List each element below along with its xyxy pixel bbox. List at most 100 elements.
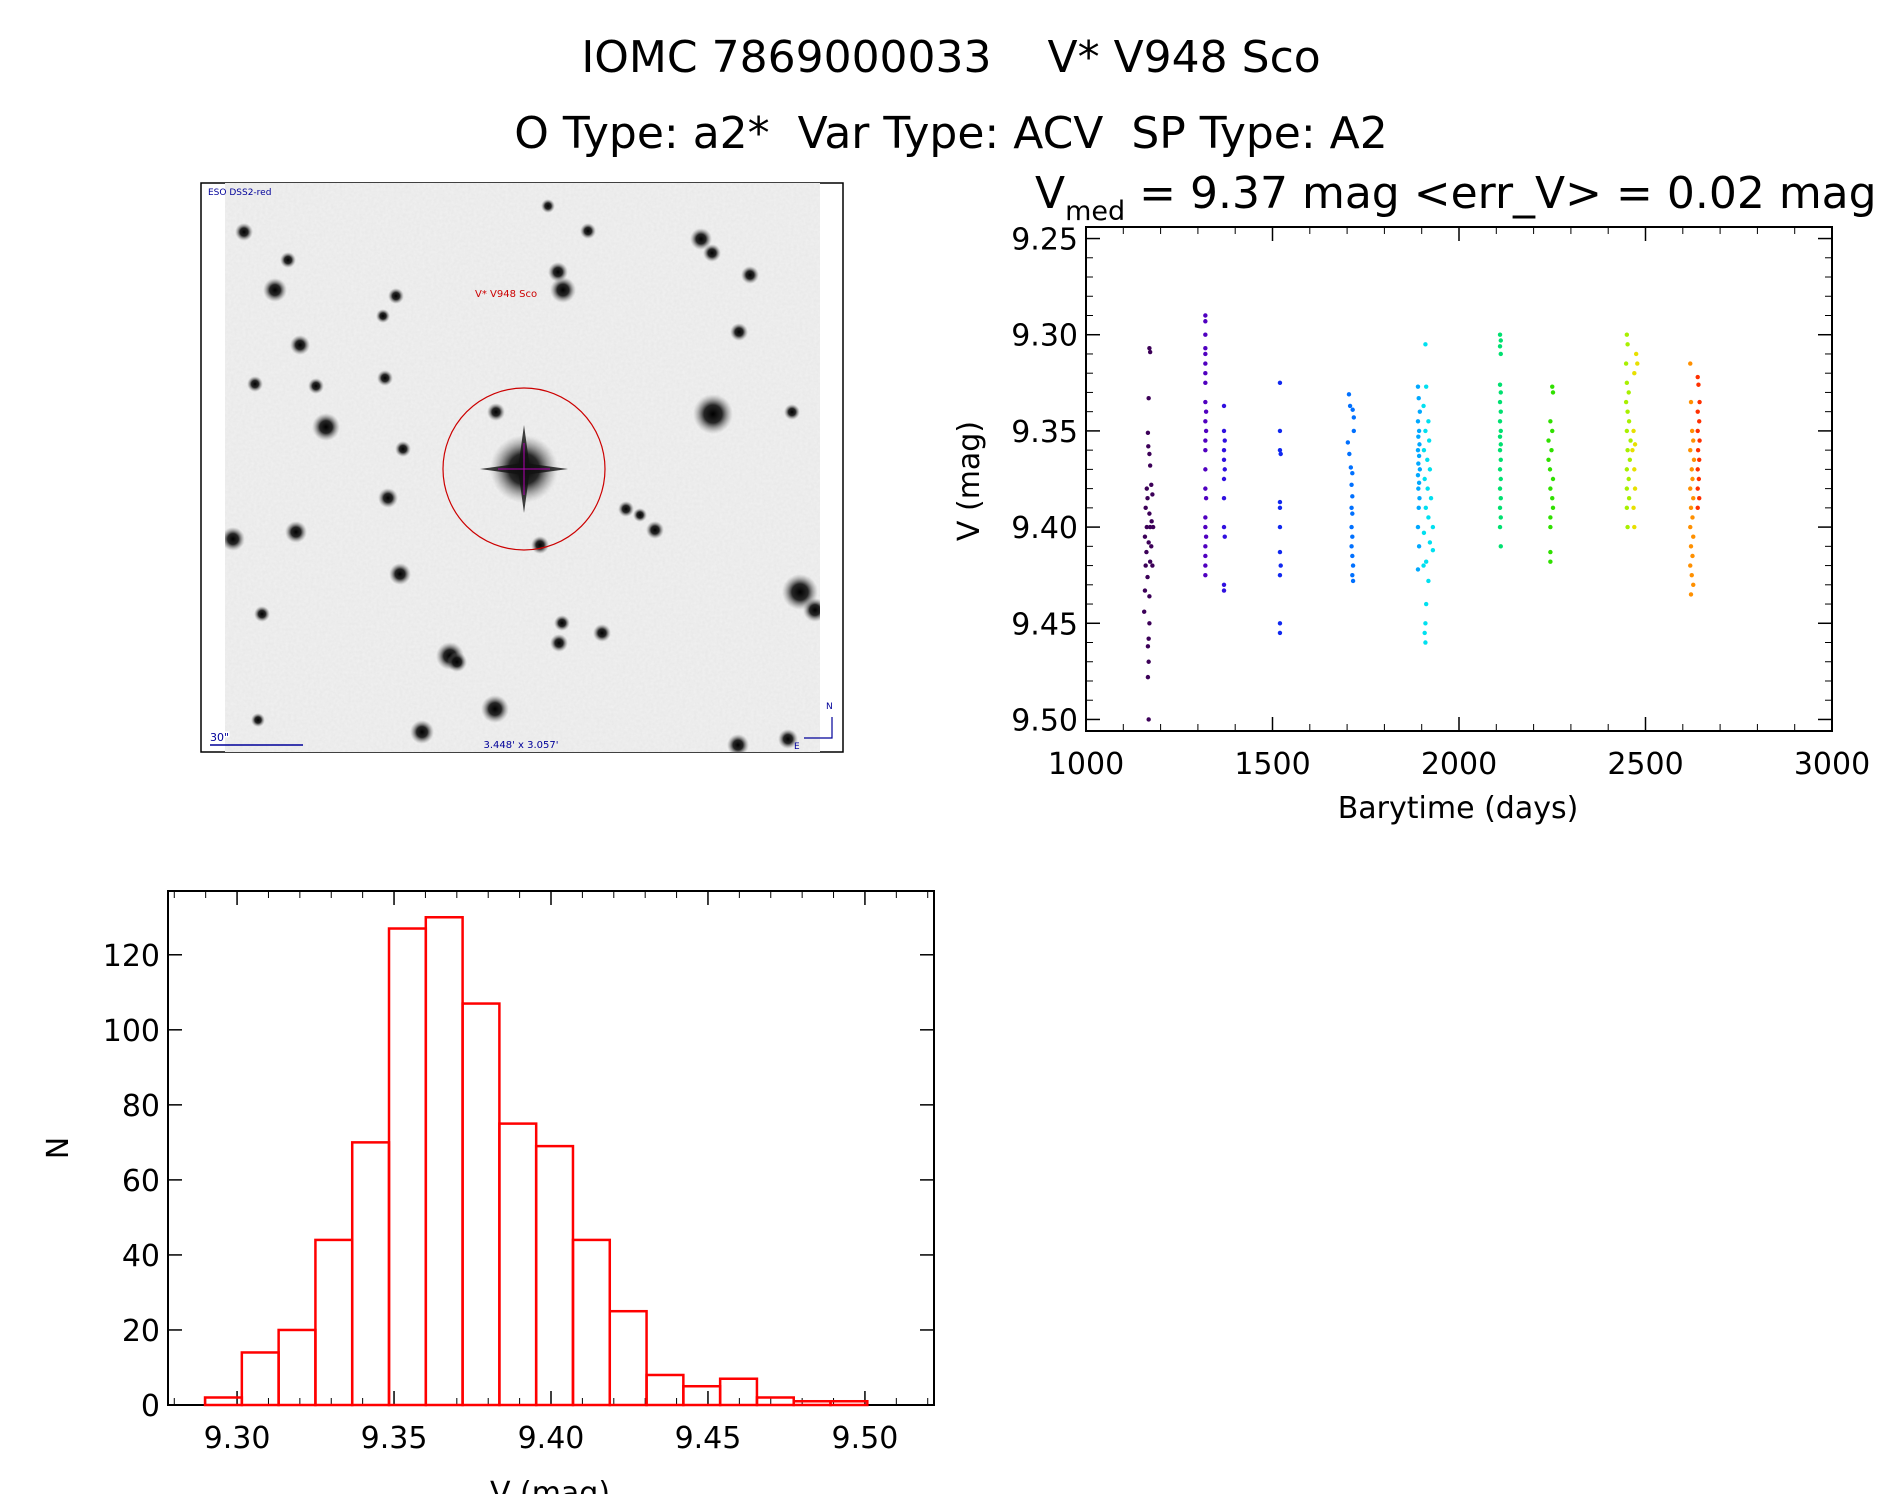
data-point [1417,467,1423,472]
data-point [1550,428,1555,434]
data-point [1548,549,1553,555]
data-point [1423,559,1429,564]
histogram-bar [498,1122,538,1407]
data-point [1350,578,1356,584]
data-point [1203,534,1209,539]
data-point [1626,390,1631,395]
histogram-bar [792,1399,832,1407]
histogram-bar [829,1399,869,1407]
data-point [1688,361,1693,366]
finder-image: V* V948 Sco 3.448' x 3.057' ESO DSS2-red… [200,182,844,753]
data-point [1145,644,1151,649]
data-point [1277,572,1283,578]
data-point [1416,434,1421,439]
scatter-ytick-label: 9.45 [1011,607,1078,642]
data-point [1632,370,1637,376]
data-point [1548,419,1553,424]
data-point [1150,524,1156,530]
data-point [1203,447,1208,453]
star [593,624,611,642]
target-label: V* V948 Sco [475,289,537,300]
data-point [1423,621,1428,626]
data-point [1497,382,1503,387]
size-label: 3.448' x 3.057' [483,740,558,751]
data-point [1416,428,1422,434]
data-point [1423,342,1428,347]
data-point [1548,524,1553,530]
star [254,606,270,622]
data-point [1497,524,1503,530]
data-point [1278,451,1283,457]
data-point [1547,467,1553,472]
data-point [1346,392,1352,397]
scatter-ytick-label: 9.35 [1011,415,1078,450]
data-point [1146,659,1151,664]
data-point [1415,567,1421,572]
data-point [1497,344,1503,349]
data-point [1350,534,1355,539]
data-point [1277,630,1283,636]
data-point [1142,534,1148,539]
data-point [1416,396,1421,401]
scatter-ytick-label: 9.30 [1011,319,1078,354]
data-point [1497,505,1503,511]
data-point [1498,544,1503,549]
data-point [1688,447,1693,453]
data-point [1624,505,1630,511]
data-point [1349,505,1354,511]
data-point [1147,621,1152,626]
data-point [1142,588,1148,593]
star [481,695,509,723]
data-point [1624,467,1630,472]
data-point [1145,674,1151,680]
data-point [1416,453,1422,459]
data-point [1689,572,1694,578]
data-point [1221,588,1227,593]
data-point [1221,582,1227,588]
star [550,277,576,303]
data-point [1147,463,1153,468]
star [251,713,265,727]
data-point [1498,515,1503,520]
data-point [1688,505,1694,511]
hist-xtick-label: 9.35 [361,1421,428,1456]
star [280,252,296,268]
star [308,378,324,394]
data-point [1203,438,1208,443]
data-point [1146,636,1151,641]
data-point [1222,438,1227,443]
scatter-xtick-label: 2500 [1607,747,1683,782]
data-point [1498,496,1503,501]
data-point [1695,409,1700,414]
data-point [1697,457,1702,462]
histogram-plot: V (mag) N 9.30 9.35 9.40 9.45 9.50 0 20 40 60 80 1… [41,890,935,1494]
data-point [1345,440,1351,445]
data-point [1690,515,1695,520]
star [803,598,820,622]
data-point [1221,428,1227,434]
data-point [1625,342,1630,347]
data-point [1497,447,1503,453]
star [290,335,310,355]
data-point [1426,419,1431,424]
data-point [1146,717,1151,722]
data-point [1630,447,1635,453]
scatter-xtick-label: 2000 [1421,747,1497,782]
data-point [1277,524,1283,530]
data-point [1635,361,1640,366]
data-point [1428,496,1434,501]
hist-ytick-label: 40 [122,1239,160,1274]
star [410,720,434,744]
data-point [1421,403,1426,409]
data-point [1697,438,1702,443]
data-point [1695,505,1700,511]
data-point [1423,505,1429,511]
data-point [1141,609,1147,614]
hist-ytick-label: 100 [103,1014,160,1049]
survey-label: ESO DSS2-red [208,188,271,198]
data-point [1550,384,1555,389]
data-point [1498,390,1503,395]
data-point [1550,505,1556,511]
data-point [1203,345,1208,351]
